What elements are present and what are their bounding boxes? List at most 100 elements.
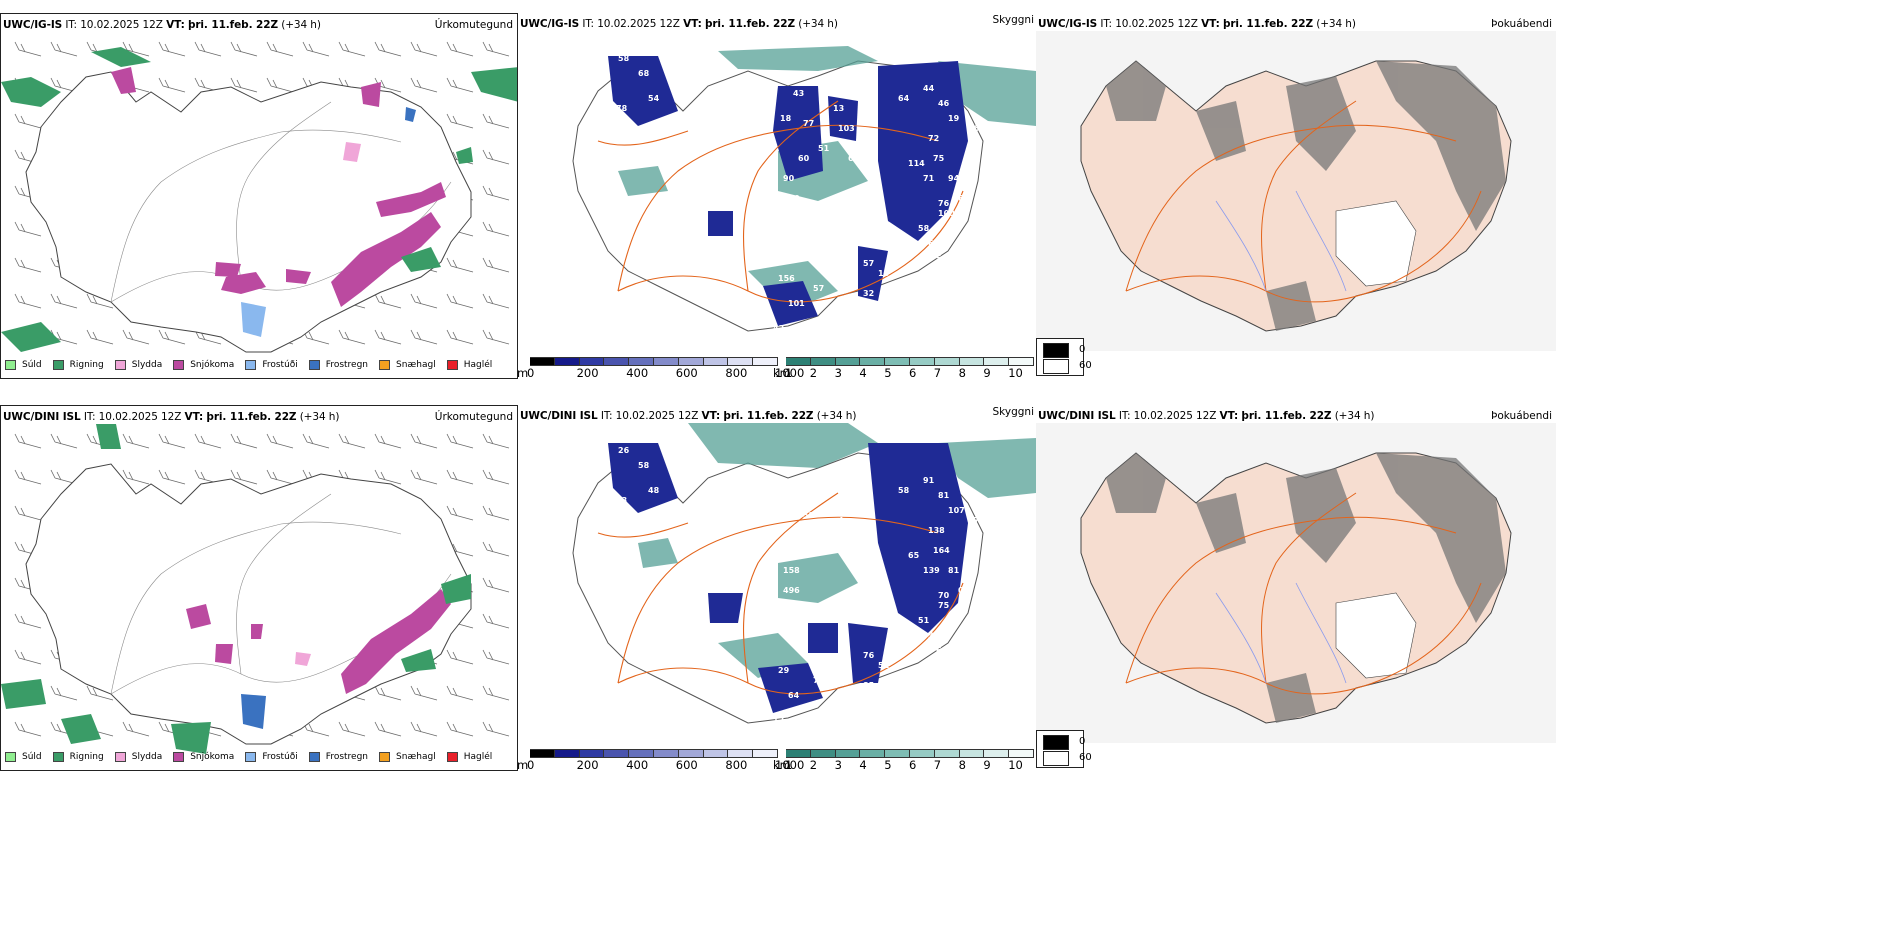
ceiling-label: 76 — [938, 199, 950, 208]
legend-label: Frostregn — [325, 360, 369, 370]
ceiling-label: 54 — [648, 94, 660, 103]
ceiling-label: 4 — [838, 516, 844, 525]
wind-barb — [14, 257, 42, 273]
wind-barb — [482, 221, 510, 237]
wind-barb — [446, 721, 474, 737]
precip-type-legend: Súld Rigning Slydda Snjókoma Frostúði Frostre… — [5, 360, 503, 370]
ceiling-label: 47 — [828, 214, 839, 223]
precip-type-panel-top: UWC/IG-IS IT: 10.02.2025 12Z VT: þri. 11… — [0, 13, 518, 379]
legend-swatch — [114, 752, 126, 762]
glacier-white — [1335, 592, 1417, 679]
legend-label: Haglél — [463, 752, 493, 762]
wind-barb — [230, 41, 258, 57]
colorbar-segment — [885, 357, 910, 366]
panel-header: UWC/IG-IS IT: 10.02.2025 12Z VT: þri. 11… — [1038, 18, 1356, 30]
wind-barb — [194, 433, 222, 449]
wind-barb — [482, 149, 510, 165]
ceiling-label: 57 — [863, 259, 874, 268]
ceiling-label: 64 — [898, 94, 910, 103]
legend-swatch — [245, 360, 257, 370]
colorbar-tick-label: 800 — [725, 366, 748, 379]
ceiling-label: 17 — [968, 516, 979, 525]
colorbar-segment — [1009, 749, 1034, 758]
colorbar-segment — [753, 357, 778, 366]
colorbar-tick-label: 200 — [576, 366, 599, 379]
colorbar-segment — [629, 749, 654, 758]
panel-header: UWC/DINI ISL IT: 10.02.2025 12Z VT: þri.… — [3, 411, 340, 423]
colorbar-segment — [554, 357, 580, 366]
wind-barb — [482, 293, 510, 309]
legend-item: Slydda — [114, 752, 162, 762]
legend-item: Frostúði — [245, 360, 298, 370]
ceiling-label: 59 — [868, 566, 880, 575]
fog-legend-swatch-60 — [1043, 359, 1069, 374]
ceiling-label: 71 — [923, 174, 935, 183]
ceiling-label: 60 — [798, 154, 810, 163]
wind-barb — [122, 721, 150, 737]
ceiling-label: 01 — [958, 586, 970, 595]
legend-label: Súld — [22, 360, 42, 370]
panel-header: UWC/DINI ISL IT: 10.02.2025 12Z VT: þri.… — [520, 410, 857, 422]
road-network — [1125, 100, 1482, 303]
wind-barb — [446, 41, 474, 57]
ceiling-label: 58 — [918, 224, 930, 233]
wind-barb — [410, 433, 438, 449]
ceiling-label: 44 — [923, 84, 935, 93]
legend-swatch — [5, 752, 16, 762]
colorbar-segment — [530, 357, 555, 366]
ceiling-visibility-map: 2658486366111165358525379158565958918110… — [572, 423, 1036, 725]
ceiling-label: 94 — [948, 174, 960, 183]
parameter-label: Skyggni — [992, 14, 1035, 26]
wind-barb — [266, 433, 294, 449]
wind-barb — [50, 41, 78, 57]
ceiling-label: 50 — [936, 254, 948, 263]
colorbar-tick-label: 6 — [909, 758, 917, 771]
wind-barb — [338, 329, 366, 345]
ceiling-label: 58 — [898, 486, 910, 495]
colorbar-segment — [910, 749, 935, 758]
ceiling-label: 53 — [938, 626, 949, 635]
precip-areas — [1, 47, 517, 352]
wind-barb — [338, 41, 366, 57]
ceiling-label: 26 — [618, 446, 630, 455]
ceiling-label: 586 — [833, 496, 850, 505]
wind-barb — [14, 721, 42, 737]
ceiling-colorbar: m 0 200 400 600 800 1000 — [518, 357, 804, 379]
colorbar-segment — [579, 357, 605, 366]
colorbar-tick-label: 1000 — [775, 366, 805, 379]
wind-barb — [194, 41, 222, 57]
fog-legend-label-60: 60 — [1079, 752, 1092, 763]
wind-barb — [374, 721, 402, 737]
colorbar-tick-label: 800 — [725, 758, 748, 771]
colorbar-tick-label: 6 — [909, 366, 917, 379]
wind-barb — [158, 41, 186, 57]
legend-label: Frostregn — [325, 752, 369, 762]
ceiling-label: 58 — [618, 54, 630, 63]
ceiling-label: 48 — [648, 486, 660, 495]
panel-header: UWC/IG-IS IT: 10.02.2025 12Z VT: þri. 11… — [3, 19, 321, 31]
ceiling-label: 63 — [616, 496, 627, 505]
colorbar-segment — [835, 357, 861, 366]
parameter-label: Úrkomutegund — [434, 411, 513, 423]
wind-barb — [410, 469, 438, 485]
ceiling-label: 164 — [933, 546, 950, 555]
precip-type-panel-bottom: UWC/DINI ISL IT: 10.02.2025 12Z VT: þri.… — [0, 405, 518, 771]
ceiling-label: 78 — [616, 104, 628, 113]
ceiling-label: 53 — [818, 536, 829, 545]
wind-barb — [158, 433, 186, 449]
colorbar-segment — [579, 749, 605, 758]
glacier-white — [1335, 200, 1417, 287]
wind-barb — [482, 185, 510, 201]
legend-label: Snæhagl — [396, 752, 436, 762]
ceiling-label: 57 — [868, 174, 879, 183]
wind-barb — [86, 293, 114, 309]
ceiling-label: 32 — [863, 289, 874, 298]
rivers — [1215, 582, 1347, 684]
colorbar-tick-label: 4 — [859, 758, 867, 771]
ceiling-label: 85 — [863, 681, 875, 690]
wind-barb — [14, 113, 42, 129]
colorbar-segment — [984, 357, 1010, 366]
ceiling-label: 10 — [878, 269, 890, 278]
legend-swatch — [173, 752, 185, 762]
